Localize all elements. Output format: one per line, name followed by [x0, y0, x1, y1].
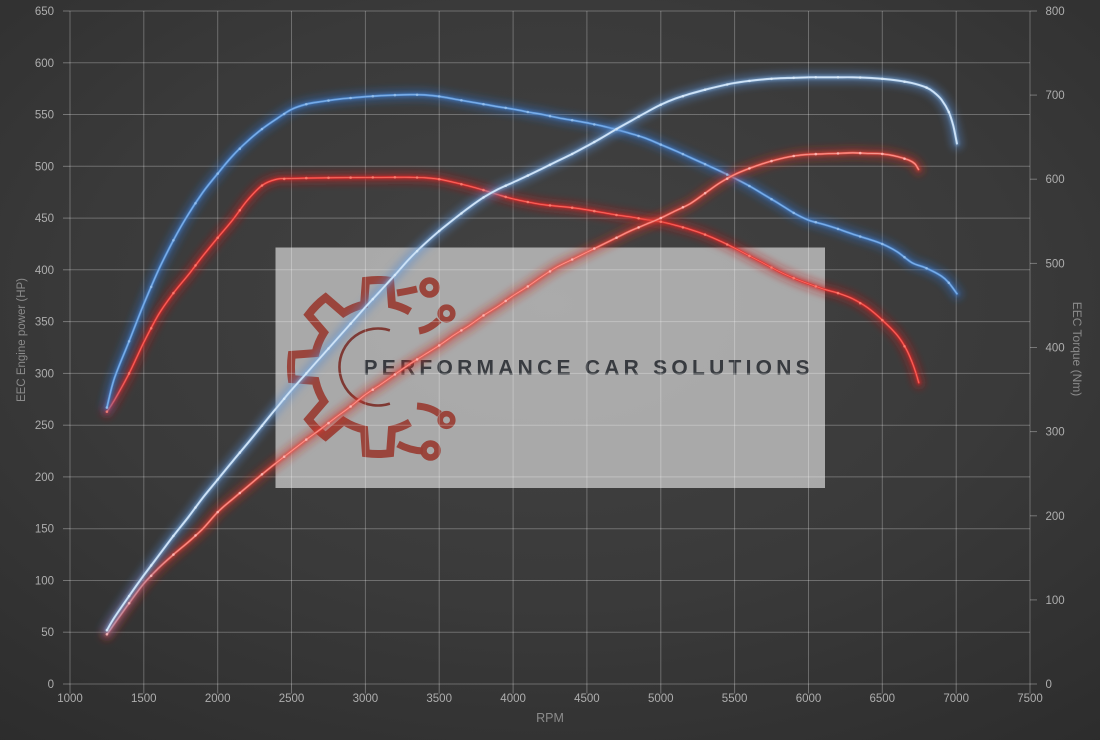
svg-text:4500: 4500 — [574, 693, 600, 705]
svg-text:7000: 7000 — [943, 693, 969, 705]
svg-text:600: 600 — [1046, 174, 1065, 186]
svg-text:100: 100 — [35, 576, 54, 588]
svg-text:4000: 4000 — [500, 693, 526, 705]
svg-text:5500: 5500 — [722, 693, 748, 705]
svg-text:600: 600 — [35, 58, 54, 70]
svg-text:PERFORMANCE CAR SOLUTIONS: PERFORMANCE CAR SOLUTIONS — [364, 357, 814, 380]
svg-text:700: 700 — [1046, 90, 1065, 102]
svg-text:5000: 5000 — [648, 693, 674, 705]
svg-text:0: 0 — [1046, 679, 1052, 691]
svg-text:1000: 1000 — [57, 693, 83, 705]
svg-text:800: 800 — [1046, 6, 1065, 18]
svg-text:400: 400 — [35, 265, 54, 277]
svg-text:200: 200 — [1046, 511, 1065, 523]
svg-text:350: 350 — [35, 317, 54, 329]
svg-text:300: 300 — [35, 368, 54, 380]
svg-text:550: 550 — [35, 110, 54, 122]
svg-text:6500: 6500 — [870, 693, 896, 705]
svg-text:450: 450 — [35, 213, 54, 225]
svg-text:150: 150 — [35, 524, 54, 536]
svg-text:250: 250 — [35, 420, 54, 432]
svg-text:RPM: RPM — [536, 711, 564, 725]
svg-text:500: 500 — [1046, 258, 1065, 270]
svg-text:400: 400 — [1046, 343, 1065, 355]
svg-text:3500: 3500 — [426, 693, 452, 705]
svg-text:EEC Engine power (HP): EEC Engine power (HP) — [16, 278, 28, 402]
svg-text:2000: 2000 — [205, 693, 231, 705]
svg-text:1500: 1500 — [131, 693, 157, 705]
svg-text:50: 50 — [41, 627, 54, 639]
svg-text:3000: 3000 — [353, 693, 379, 705]
svg-text:200: 200 — [35, 472, 54, 484]
svg-text:0: 0 — [48, 679, 54, 691]
svg-text:650: 650 — [35, 6, 54, 18]
svg-text:2500: 2500 — [279, 693, 305, 705]
svg-text:500: 500 — [35, 161, 54, 173]
svg-text:100: 100 — [1046, 595, 1065, 607]
svg-text:EEC Torque (Nm): EEC Torque (Nm) — [1070, 302, 1084, 396]
svg-text:300: 300 — [1046, 427, 1065, 439]
svg-text:6000: 6000 — [796, 693, 822, 705]
svg-text:7500: 7500 — [1017, 693, 1043, 705]
